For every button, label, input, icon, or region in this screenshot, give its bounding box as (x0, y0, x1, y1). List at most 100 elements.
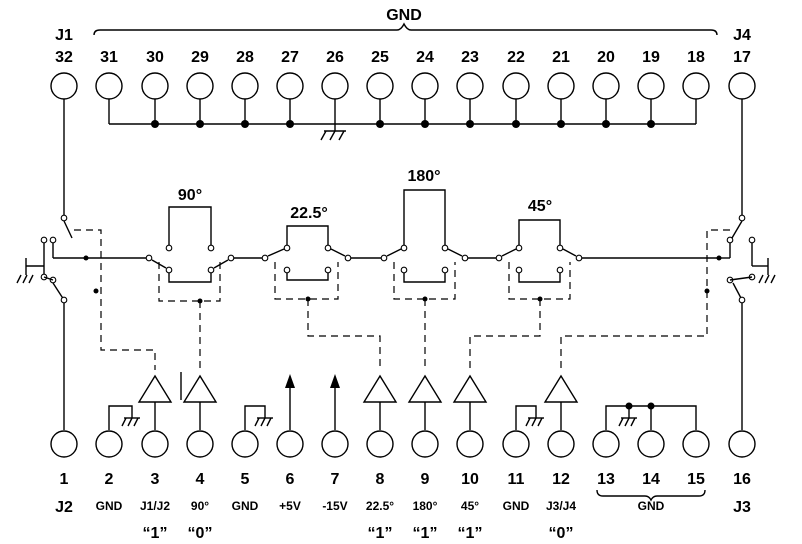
pin-circle (50, 430, 78, 458)
delay-section-45: 45° (469, 198, 583, 370)
pin-circle (141, 430, 169, 458)
pin-number: 10 (461, 471, 479, 488)
pin-number: 20 (597, 49, 615, 66)
pin-number: 7 (331, 471, 340, 488)
pin-number: 27 (281, 49, 299, 66)
arrow-up-icon (330, 374, 340, 388)
pin-number: 19 (642, 49, 660, 66)
pin-number: 9 (421, 471, 430, 488)
gnd-label-top: GND (386, 7, 422, 24)
pin-number: 2 (105, 471, 114, 488)
pin-number: 32 (55, 49, 73, 66)
pin-circle (276, 430, 304, 458)
pin-number: 28 (236, 49, 254, 66)
switch-j1-j2 (16, 99, 156, 430)
pin-function-label: J3/J4 (546, 499, 576, 513)
connector-label-j3: J3 (733, 499, 751, 516)
logic-state: “1” (368, 525, 393, 542)
pin-circle (456, 72, 484, 100)
pin-circle (141, 72, 169, 100)
pin-function-label: -15V (322, 499, 347, 513)
pin-number: 17 (733, 49, 751, 66)
pin-circle (411, 72, 439, 100)
junction-dot (647, 402, 655, 410)
pin-function-label: 180° (413, 499, 438, 513)
pin-number: 1 (60, 471, 69, 488)
section-label: 45° (528, 198, 552, 215)
pin-circle (231, 430, 259, 458)
connector-label-j4: J4 (733, 27, 751, 44)
pin-circle (366, 72, 394, 100)
pin-number: 15 (687, 471, 705, 488)
pin-circle (682, 72, 710, 100)
pin-circle (728, 72, 756, 100)
pin-circle (95, 430, 123, 458)
section-label: 22.5° (290, 205, 328, 222)
switch-j3-j4 (560, 99, 776, 430)
pin-circle (411, 430, 439, 458)
pin-number: 24 (416, 49, 434, 66)
pin-circle (502, 430, 530, 458)
pin-function-label: 45° (461, 499, 479, 513)
logic-state: “1” (458, 525, 483, 542)
pin-number: 18 (687, 49, 705, 66)
top-pin-row (50, 72, 756, 100)
top-pin-numbers: 32 31 30 29 28 27 26 25 24 23 22 21 20 1… (55, 49, 751, 66)
bottom-pin-row (50, 430, 756, 458)
pin-number: 25 (371, 49, 389, 66)
section-label: 90° (178, 187, 202, 204)
bottom-pin-numbers: 1 2 3 4 5 6 7 8 9 10 11 12 13 14 15 16 (60, 471, 751, 488)
pin-circle (321, 430, 349, 458)
pin-function-label: J1/J2 (140, 499, 170, 513)
pin-number: 31 (100, 49, 118, 66)
supply-arrows (285, 374, 340, 430)
driver-buffers (137, 372, 579, 430)
logic-state-labels: “1” “0” “1” “1” “1” “0” (143, 525, 574, 542)
pin-number: 11 (508, 471, 525, 488)
pin-number: 21 (552, 49, 570, 66)
pin-circle (682, 430, 710, 458)
buffer-icon (407, 374, 443, 403)
pin-function-label: GND (232, 499, 259, 513)
pin-function-label: GND (638, 499, 665, 513)
pin-circle (231, 72, 259, 100)
chassis-ground-icon (320, 124, 346, 141)
pin-circle (186, 72, 214, 100)
pin-number: 13 (597, 471, 615, 488)
pin-circle (547, 430, 575, 458)
pin-circle (276, 72, 304, 100)
connector-label-j2: J2 (55, 499, 73, 516)
section-label: 180° (407, 168, 440, 185)
pin-circle (637, 430, 665, 458)
pin-circle (547, 72, 575, 100)
junction-dot (625, 402, 633, 410)
gnd-brace-bottom (596, 489, 706, 502)
delay-section-22-5: 22.5° (261, 205, 381, 370)
pin-number: 5 (241, 471, 250, 488)
pin-circle (186, 430, 214, 458)
gnd-bus-junctions (151, 120, 655, 128)
pin-number: 6 (286, 471, 295, 488)
buffer-icon (543, 374, 579, 403)
logic-state: “0” (188, 525, 213, 542)
pin-number: 26 (326, 49, 344, 66)
arrow-up-icon (285, 374, 295, 388)
pin-circle (637, 72, 665, 100)
gnd-brace-top (93, 22, 718, 36)
pin-circle (50, 72, 78, 100)
buffer-icon (137, 374, 173, 403)
pin-circle (95, 72, 123, 100)
pin-function-label: GND (503, 499, 530, 513)
pin-number: 8 (376, 471, 385, 488)
pin-circle (321, 72, 349, 100)
buffer-icon (452, 374, 488, 403)
pin-function-label: +5V (279, 499, 301, 513)
logic-state: “1” (143, 525, 168, 542)
pin-circle (592, 72, 620, 100)
pin-circle (502, 72, 530, 100)
pin-circle (456, 430, 484, 458)
delay-section-180: 180° (380, 168, 469, 370)
pin-number: 4 (196, 471, 205, 488)
logic-state: “0” (549, 525, 574, 542)
pin-function-label: GND (96, 499, 123, 513)
